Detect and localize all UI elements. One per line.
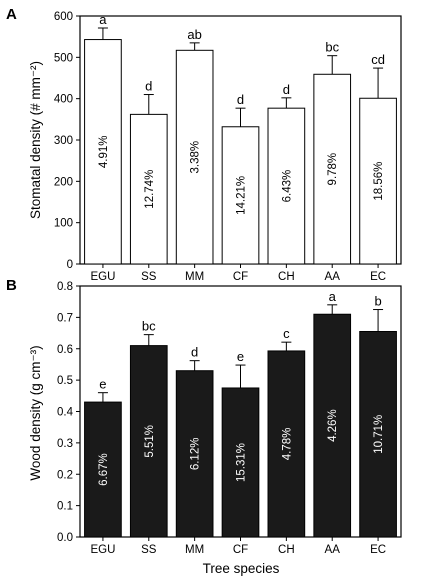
x-tick-label: CH: [278, 271, 295, 283]
bar-ss: [129, 345, 168, 538]
y-tick-label: 0.7: [57, 312, 73, 324]
y-axis-title-b: Wood density (g cm⁻³): [28, 345, 43, 480]
x-tick-label: CF: [233, 271, 248, 283]
x-tick-label: SS: [141, 544, 157, 556]
significance-letter: b: [374, 294, 381, 309]
bar-cf: [221, 387, 260, 538]
bar-percent-label: 4.78%: [281, 428, 293, 461]
x-tick-label: MM: [185, 271, 204, 283]
significance-letter: cd: [371, 52, 385, 67]
y-tick-label: 100: [54, 218, 73, 230]
significance-letter: a: [329, 289, 337, 304]
x-tick-label: EGU: [90, 544, 115, 556]
significance-letter: ab: [187, 27, 201, 42]
significance-letter: e: [237, 349, 244, 364]
y-tick-label: 200: [54, 176, 73, 188]
x-tick-label: CF: [233, 544, 248, 556]
significance-letter: d: [191, 345, 198, 360]
y-tick-label: 0.3: [57, 438, 73, 450]
x-axis-title-b: Tree species: [203, 561, 280, 576]
bar-percent-label: 9.78%: [327, 153, 339, 186]
y-tick-label: 0.8: [57, 281, 73, 293]
bar-ch: [267, 107, 306, 265]
x-tick-label: EGU: [90, 271, 115, 283]
bar-percent-label: 6.12%: [190, 438, 202, 471]
y-tick-label: 0.5: [57, 375, 73, 387]
bar-percent-label: 4.91%: [98, 135, 110, 168]
panel-label-a: A: [6, 6, 17, 23]
bar-percent-label: 6.43%: [281, 170, 293, 203]
significance-letter: e: [99, 377, 106, 392]
bar-egu: [84, 401, 122, 538]
significance-letter: bc: [142, 319, 156, 334]
x-tick-label: AA: [325, 544, 341, 556]
x-tick-label: CH: [278, 544, 295, 556]
panel-a-chart: 0 100 200 300 400 500 600 a 4.91% EGU d 12.74% SS ab 3…: [54, 11, 402, 283]
significance-letter: d: [237, 92, 244, 107]
y-tick-label: 0.1: [57, 501, 73, 513]
bar-percent-label: 15.31%: [236, 443, 248, 482]
y-tick-label: 0.6: [57, 344, 73, 356]
x-tick-label: AA: [325, 271, 341, 283]
bar-percent-label: 14.21%: [236, 176, 248, 215]
bar-percent-label: 5.51%: [144, 425, 156, 458]
bar-percent-label: 10.71%: [373, 415, 385, 454]
y-tick-label: 600: [54, 11, 73, 23]
y-tick-label: 0.2: [57, 469, 73, 481]
bar-mm: [175, 370, 214, 538]
panel-b-chart: 0.00.10.20.30.40.50.60.70.8e6.67%EGUbc5.…: [57, 281, 402, 556]
significance-letter: d: [283, 82, 290, 97]
y-axis-title-a: Stomatal density (# mm⁻²): [28, 61, 43, 219]
bar-ss: [129, 113, 168, 265]
x-tick-label: EC: [370, 544, 386, 556]
y-tick-label: 0: [67, 259, 73, 271]
bar-percent-label: 6.67%: [98, 453, 110, 486]
bar-aa: [313, 73, 352, 265]
significance-letter: bc: [325, 40, 339, 55]
x-tick-label: MM: [185, 544, 204, 556]
bar-percent-label: 12.74%: [144, 170, 156, 209]
bar-mm: [175, 49, 214, 265]
y-tick-label: 0.0: [57, 532, 73, 544]
significance-letter: a: [99, 12, 107, 27]
bar-percent-label: 18.56%: [373, 162, 385, 201]
bar-ec: [359, 330, 397, 538]
y-tick-label: 300: [54, 135, 73, 147]
y-tick-label: 0.4: [57, 407, 74, 419]
bar-percent-label: 3.38%: [190, 141, 202, 174]
significance-letter: d: [145, 79, 152, 94]
x-tick-label: SS: [141, 271, 157, 283]
x-tick-label: EC: [370, 271, 386, 283]
bar-percent-label: 4.26%: [327, 409, 339, 442]
panel-label-b: B: [6, 277, 17, 294]
y-tick-label: 400: [54, 94, 73, 106]
y-tick-label: 500: [54, 52, 73, 64]
bar-cf: [221, 126, 260, 265]
significance-letter: c: [283, 326, 290, 341]
